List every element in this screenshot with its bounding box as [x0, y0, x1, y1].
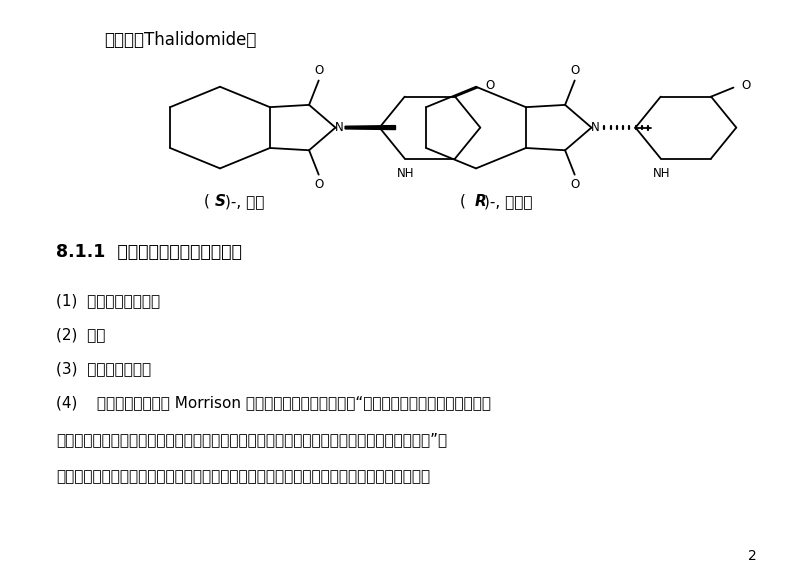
Text: N: N	[335, 121, 344, 133]
Polygon shape	[345, 126, 395, 129]
Text: N: N	[591, 121, 600, 133]
Text: (: (	[460, 194, 470, 209]
Text: R: R	[474, 194, 486, 209]
Text: O: O	[571, 64, 580, 77]
Text: NH: NH	[653, 167, 670, 180]
Text: O: O	[315, 179, 324, 191]
Text: O: O	[742, 79, 751, 92]
Text: (: (	[204, 194, 210, 209]
Text: )-, 不致畜: )-, 不致畜	[484, 194, 533, 209]
Text: (1)  从天然资源中分离: (1) 从天然资源中分离	[56, 293, 160, 308]
Text: (3)  酶及微生物合成: (3) 酶及微生物合成	[56, 361, 151, 376]
Text: 成手性单元，生成不等量的立体异构体。这个单元可以是整个分子，也可以是分子中的一部分”。: 成手性单元，生成不等量的立体异构体。这个单元可以是整个分子，也可以是分子中的一部…	[56, 432, 447, 447]
Text: (2)  拆分: (2) 拆分	[56, 327, 106, 342]
Text: O: O	[571, 179, 580, 191]
Text: O: O	[486, 79, 495, 92]
Text: 8.1.1  光学活性化合物的制备方法: 8.1.1 光学活性化合物的制备方法	[56, 243, 242, 261]
Text: 2: 2	[748, 549, 756, 562]
Text: O: O	[315, 64, 324, 77]
Text: S: S	[215, 194, 226, 209]
Text: 近年来不对称合成得到了飞速的发展，被认为是有机化学在过去三十年里的最伟大成就之一。: 近年来不对称合成得到了飞速的发展，被认为是有机化学在过去三十年里的最伟大成就之一…	[56, 469, 430, 484]
Text: (4)    不对称合成：按照 Morrison 等人的定义不对称合成是指“这样一个过程，前手性的单元变: (4) 不对称合成：按照 Morrison 等人的定义不对称合成是指“这样一个过…	[56, 395, 491, 410]
Text: )-, 致畜: )-, 致畜	[225, 194, 264, 209]
Text: 反应停（Thalidomide）: 反应停（Thalidomide）	[104, 31, 256, 49]
Text: NH: NH	[397, 167, 414, 180]
